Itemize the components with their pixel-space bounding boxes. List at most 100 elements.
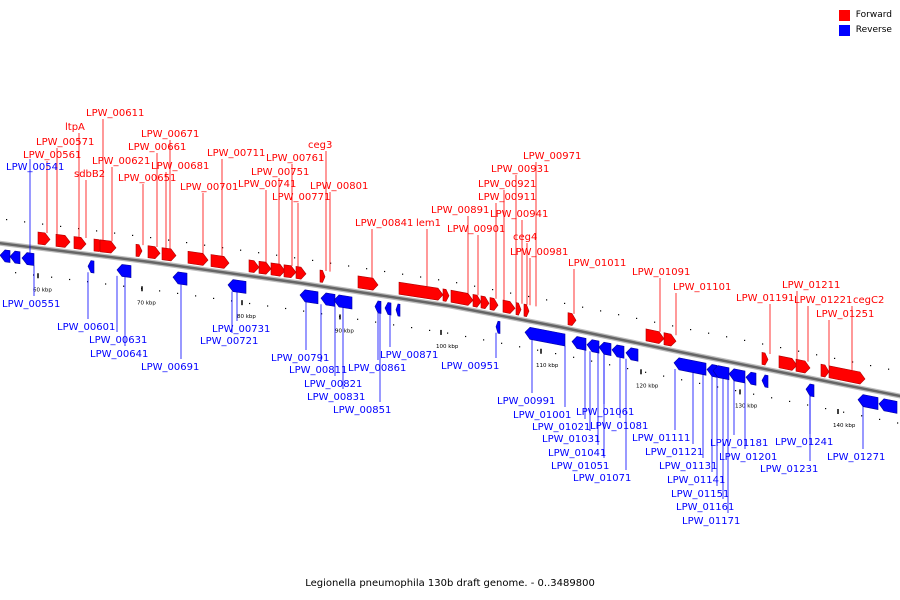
forward-gene-arrow: [761, 352, 769, 366]
forward-gene-arrow: [55, 233, 71, 248]
guide-dot: [465, 335, 467, 338]
guide-dot: [717, 386, 719, 388]
reverse-gene-label: LPW_00851: [333, 405, 391, 416]
forward-gene-arrow: [472, 294, 482, 308]
guide-dot: [276, 254, 278, 256]
guide-dot: [564, 302, 566, 304]
reverse-gene-arrow: [673, 357, 707, 376]
forward-gene-label: ceg3: [308, 140, 332, 151]
guide-dot: [546, 299, 548, 301]
forward-gene-arrow: [398, 281, 444, 301]
reverse-gene-label: LPW_00951: [441, 361, 499, 372]
forward-gene-label: LPW_01011: [568, 258, 626, 269]
guide-dot: [528, 295, 530, 298]
forward-gene-arrow: [795, 358, 811, 374]
reverse-gene-label: LPW_00601: [57, 322, 115, 333]
guide-dot: [798, 350, 800, 352]
forward-gene-label: LPW_00681: [151, 161, 209, 172]
guide-dot: [330, 262, 332, 264]
guide-dot: [285, 307, 287, 310]
reverse-gene-arrow: [745, 371, 757, 386]
guide-dot: [681, 379, 683, 381]
reverse-gene-arrow: [395, 303, 401, 317]
guide-dot: [591, 360, 593, 362]
forward-gene-arrow: [37, 231, 51, 246]
reverse-gene-arrow: [116, 264, 132, 278]
guide-dot: [636, 317, 638, 319]
guide-dot: [501, 342, 503, 344]
forward-gene-arrow: [319, 269, 326, 283]
guide-dot: [780, 347, 782, 349]
forward-gene-label: LPW_00671: [141, 129, 199, 140]
forward-gene-label: LPW_00701: [180, 182, 238, 193]
guide-dot: [609, 364, 611, 366]
forward-gene-label: LPW_01251: [816, 309, 874, 320]
legend-reverse-label: Reverse: [855, 25, 892, 35]
guide-dot: [519, 346, 521, 348]
guide-dot: [402, 273, 404, 275]
guide-dot: [312, 259, 314, 261]
reverse-gene-label: LPW_01021: [532, 422, 590, 433]
guide-dot: [555, 353, 557, 355]
scale-tick-label: 140 kbp: [833, 423, 856, 429]
reverse-gene-label: LPW_01111: [632, 433, 690, 444]
guide-dot: [600, 310, 602, 312]
scale-tick-label: 70 kbp: [137, 300, 156, 306]
forward-gene-arrow: [258, 260, 272, 275]
forward-gene-arrow: [489, 297, 499, 311]
guide-dot: [708, 332, 710, 334]
guide-dot: [744, 339, 746, 341]
reverse-gene-arrow: [9, 250, 21, 265]
guide-dot: [249, 302, 251, 305]
forward-gene-label: LPW_01101: [673, 282, 731, 293]
reverse-gene-label: LPW_00551: [2, 299, 60, 310]
forward-gene-arrow: [73, 236, 87, 250]
guide-dot: [150, 237, 152, 239]
guide-dot: [168, 239, 170, 241]
guide-dot: [618, 314, 620, 316]
forward-gene-label: LPW_00801: [310, 181, 368, 192]
guide-dot: [726, 336, 728, 338]
reverse-gene-label: LPW_00691: [141, 362, 199, 373]
reverse-gene-arrow: [878, 398, 898, 414]
scale-tick-label: 110 kbp: [536, 363, 559, 369]
forward-gene-arrow: [663, 332, 677, 347]
forward-gene-label: LPW_00561: [23, 150, 81, 161]
reverse-gene-label: LPW_00831: [307, 392, 365, 403]
guide-dot: [42, 223, 44, 225]
guide-dot: [195, 295, 197, 297]
guide-dot: [888, 368, 890, 370]
forward-gene-label: LPW_00711: [207, 148, 265, 159]
guide-dot: [690, 329, 692, 331]
forward-gene-arrow: [295, 266, 307, 280]
reverse-gene-arrow: [761, 374, 769, 388]
scale-tick-label: 100 kbp: [436, 344, 459, 350]
guide-dot: [159, 290, 161, 292]
reverse-gene-label: LPW_01121: [645, 447, 703, 458]
guide-dot: [483, 339, 485, 341]
guide-dot: [420, 276, 422, 278]
guide-dot: [537, 349, 539, 351]
guide-dot: [348, 265, 350, 267]
reverse-gene-arrow: [21, 252, 35, 266]
forward-gene-arrow: [450, 289, 474, 306]
guide-dot: [96, 230, 98, 232]
reverse-gene-label: LPW_00631: [89, 335, 147, 346]
guide-dot: [114, 232, 116, 234]
legend-forward-label: Forward: [855, 10, 892, 20]
forward-gene-label: ceg4: [513, 232, 537, 243]
forward-gene-arrow: [99, 239, 117, 254]
reverse-gene-label: LPW_00821: [304, 379, 362, 390]
guide-dot: [384, 270, 386, 273]
guide-dot: [672, 325, 674, 327]
legend: Forward Reverse: [838, 8, 892, 38]
guide-dot: [771, 397, 773, 399]
guide-dot: [627, 368, 629, 370]
guide-dot: [294, 257, 296, 259]
reverse-gene-label: LPW_01171: [682, 516, 740, 527]
scale-ticks: 60 kbp 70 kbp 80 kbp 90 kbp 100 kbp 110 kbp 12…: [33, 273, 856, 429]
guide-dot: [123, 285, 125, 287]
reverse-gene-label: LPW_01031: [542, 434, 600, 445]
forward-gene-label: LPW_00611: [86, 108, 144, 119]
